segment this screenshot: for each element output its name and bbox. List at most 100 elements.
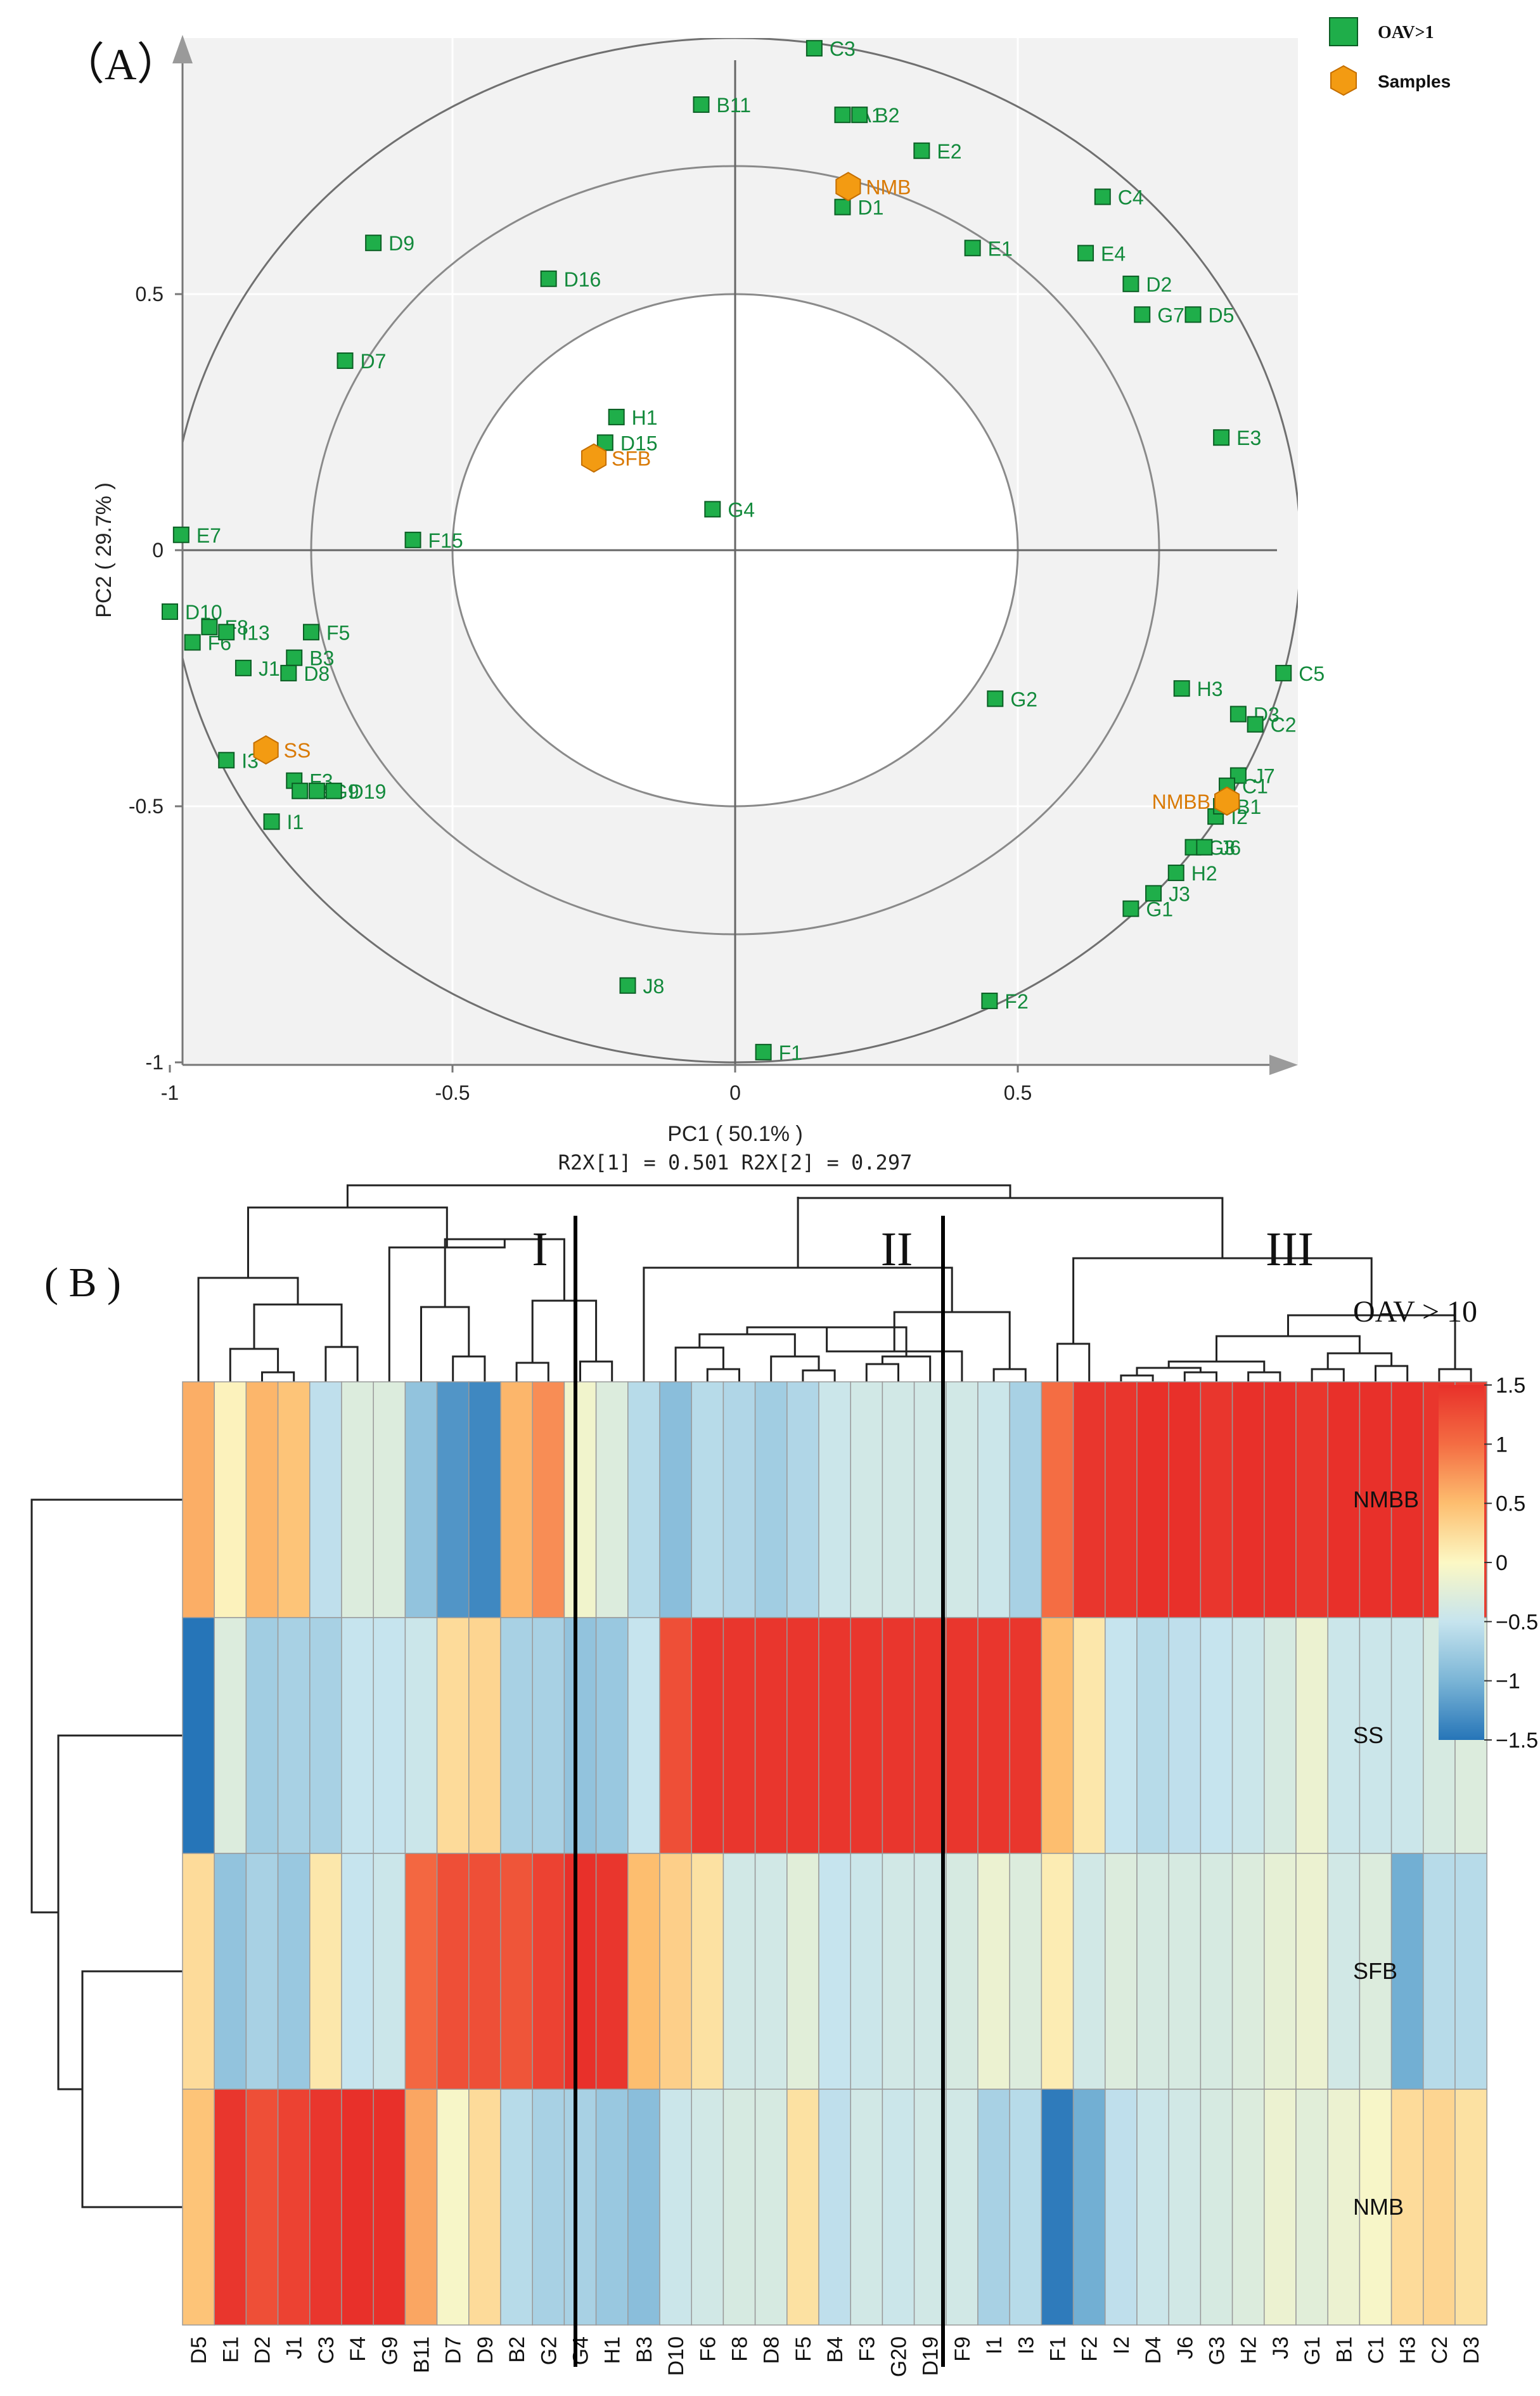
legend-samples-hexagon-icon	[1330, 65, 1357, 96]
legend-oav-square-icon	[1329, 17, 1358, 46]
heatmap-column-label: G20	[887, 2336, 911, 2377]
heatmap-cell-nmb-d9	[468, 2089, 501, 2326]
heatmap-cell-sfb-i2	[1105, 1853, 1138, 2090]
pca-r2x-label: R2X[1] = 0.501 R2X[2] = 0.297	[558, 1150, 913, 1175]
sample-point-nmb	[835, 172, 861, 202]
oav-point-b3	[286, 649, 303, 666]
oav-point-label: D7	[361, 350, 387, 373]
oav-point-label: D8	[304, 662, 330, 685]
heatmap-cell-nmb-d4	[1136, 2089, 1169, 2326]
oav-point-d2	[1122, 275, 1139, 292]
oav-point-c3	[805, 40, 823, 57]
dendrogram-branch	[674, 1346, 724, 1382]
heatmap-column-label: D8	[760, 2336, 784, 2364]
heatmap-column-label: C3	[314, 2336, 338, 2364]
dendrogram-branch	[515, 1362, 549, 1382]
oav-point-d5	[1184, 306, 1202, 323]
heatmap-column-label: F6	[696, 2336, 720, 2362]
heatmap-cell-nmbb-d5	[182, 1381, 215, 1618]
heatmap-cell-nmb-c2	[1423, 2089, 1456, 2326]
dendrogram-branch	[992, 1368, 1027, 1382]
heatmap-cell-nmb-j6	[1168, 2089, 1202, 2326]
oav-point-d19	[325, 782, 342, 799]
dendrogram-branch	[531, 1299, 598, 1363]
oav-point-label: D1	[857, 196, 883, 219]
heatmap-cell-nmb-i1	[977, 2089, 1010, 2326]
oav-point-label: G7	[1157, 304, 1184, 326]
oav-point-label: E3	[1236, 427, 1261, 449]
heatmap-cell-ss-c3	[309, 1617, 342, 1854]
colorbar-tick-label: −1	[1496, 1670, 1520, 1694]
heatmap-cell-nmb-b4	[818, 2089, 851, 2326]
heatmap-cell-ss-j6	[1168, 1617, 1202, 1854]
oav-point-label: C4	[1118, 186, 1144, 209]
oav-point-label: H2	[1191, 862, 1217, 885]
heatmap-column-label: F4	[346, 2336, 370, 2362]
oav-point-label: E4	[1101, 242, 1126, 265]
oav-point-d15	[596, 434, 613, 451]
heatmap-cell-ss-f3	[850, 1617, 883, 1854]
sample-point-nmbb	[1214, 786, 1240, 816]
heatmap-cell-nmbb-c1	[1359, 1381, 1392, 1618]
heatmap-cell-nmb-g4	[563, 2089, 597, 2326]
oav-point-label: H1	[632, 406, 658, 429]
heatmap-cell-sfb-f6	[691, 1853, 724, 2090]
dendrogram-branch	[1311, 1368, 1345, 1382]
oav-point-j1	[234, 659, 252, 676]
heatmap-row-label: SS	[1353, 1722, 1383, 1748]
heatmap-cell-ss-f6	[691, 1617, 724, 1854]
oav-point-label: E7	[196, 524, 221, 547]
heatmap-column-label: D3	[1460, 2336, 1484, 2364]
heatmap-cell-nmb-f5	[786, 2089, 819, 2326]
heatmap-cell-nmbb-g9	[373, 1381, 406, 1618]
heatmap-cell-nmb-g20	[882, 2089, 915, 2326]
dendrogram-branch	[579, 1360, 613, 1382]
heatmap-cell-nmb-b3	[627, 2089, 660, 2326]
x-tick-label: -1	[161, 1081, 179, 1104]
dendrogram-branch	[1120, 1374, 1154, 1382]
heatmap-row-labels: NMBB SS SFB NMB	[1353, 1486, 1419, 2220]
heatmap-cell-ss-g9	[373, 1617, 406, 1854]
heatmap-cell-ss-b3	[627, 1617, 660, 1854]
heatmap-cell-ss-h3	[1390, 1617, 1424, 1854]
colorbar-tick-label: −0.5	[1496, 1610, 1538, 1634]
heatmap-column-label: D7	[442, 2336, 466, 2364]
heatmap-cell-ss-g3	[1200, 1617, 1233, 1854]
oav-point-h1	[608, 408, 625, 425]
heatmap-cell-sfb-j6	[1168, 1853, 1202, 2090]
cluster-label-ii: II	[881, 1223, 913, 1276]
heatmap-cell-nmb-g3	[1200, 2089, 1233, 2326]
x-axis-arrow	[1269, 1055, 1298, 1075]
heatmap-cell-nmb-f4	[341, 2089, 374, 2326]
heatmap-column-label: B1	[1332, 2336, 1356, 2363]
oav-point-i3	[218, 752, 235, 769]
oav-point-f1	[755, 1043, 772, 1060]
dendrogram-branch	[1375, 1365, 1409, 1382]
heatmap-cell-sfb-d9	[468, 1853, 501, 2090]
heatmap-cell-ss-h2	[1231, 1617, 1265, 1854]
heatmap-cell-sfb-b3	[627, 1853, 660, 2090]
heatmap-column-labels: D5 E1 D2 J1 C3 F4 G9 B11 D7 D9 B2 G2 G4 H1 B3 D10 F6 F8 D8…	[187, 2336, 1484, 2377]
oav-point-label: B3	[309, 647, 334, 670]
dendrogram-branch	[1438, 1368, 1472, 1382]
heatmap-row-label: NMB	[1353, 2194, 1404, 2220]
heatmap-cell-sfb-f2	[1072, 1853, 1106, 2090]
heatmap-cell-sfb-g2	[532, 1853, 565, 2090]
heatmap-cell-nmbb-f6	[691, 1381, 724, 1618]
x-tick-label: -0.5	[435, 1081, 470, 1104]
heatmap-cell-nmb-g9	[373, 2089, 406, 2326]
heatmap-cell-nmbb-g2	[532, 1381, 565, 1618]
sample-point-sfb	[581, 443, 607, 473]
heatmap-cell-sfb-c1	[1359, 1853, 1392, 2090]
heatmap-column-label: F8	[728, 2336, 752, 2362]
heatmap-cell-nmb-c3	[309, 2089, 342, 2326]
oav-point-g9	[308, 782, 325, 799]
heatmap-cell-nmbb-b1	[1327, 1381, 1361, 1618]
dendrogram-branch	[253, 1303, 343, 1349]
heatmap-cell-sfb-h1	[595, 1853, 629, 2090]
heatmap-column-label: J3	[1269, 2336, 1293, 2359]
oav-point-f6	[184, 634, 201, 651]
dendrogram-branch	[797, 1197, 1224, 1258]
heatmap-cell-ss-d10	[659, 1617, 692, 1854]
heatmap-cell-nmb-f9	[946, 2089, 979, 2326]
